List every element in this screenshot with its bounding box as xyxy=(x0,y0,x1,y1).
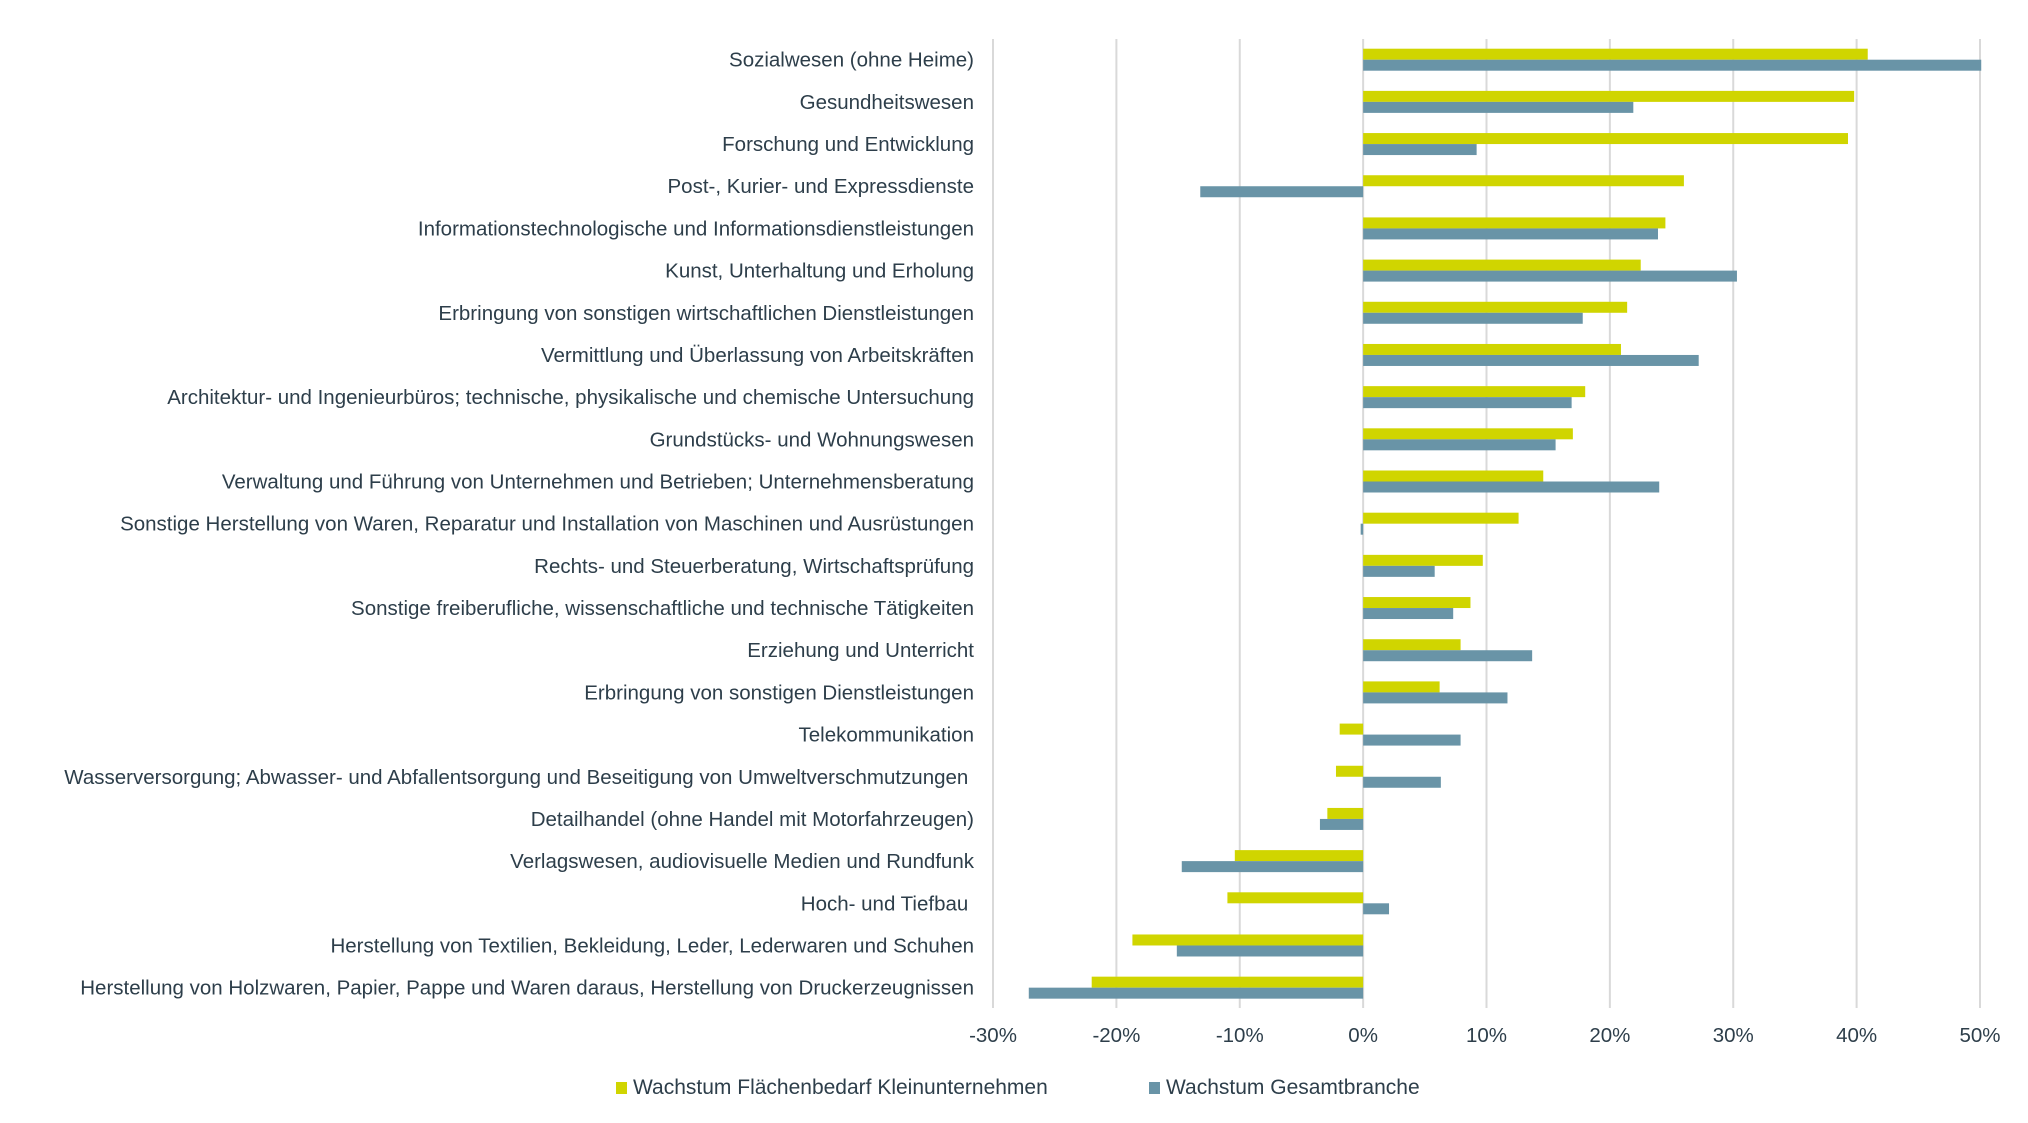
bar-gesamtbranche xyxy=(1363,776,1441,788)
legend-label-gesamtbranche: Wachstum Gesamtbranche xyxy=(1166,1076,1420,1099)
legend-swatch-gesamtbranche xyxy=(1149,1082,1160,1094)
x-tick-label: 10% xyxy=(1466,1024,1507,1047)
x-axis-tick-labels: -30% -20% -10% 0% 10% 20% 30% 40% 50% xyxy=(969,1024,2000,1047)
bar-kleinunternehmen xyxy=(1234,850,1364,862)
bar-kleinunternehmen xyxy=(1335,765,1364,777)
bar-gesamtbranche xyxy=(1363,59,1982,71)
category-label: Gesundheitswesen xyxy=(800,91,974,114)
bar-kleinunternehmen xyxy=(1363,133,1848,145)
bar-kleinunternehmen xyxy=(1363,175,1684,187)
category-label: Architektur- und Ingenieurbüros; technis… xyxy=(167,386,974,409)
category-label: Herstellung von Textilien, Bekleidung, L… xyxy=(330,934,974,957)
bar-gesamtbranche xyxy=(1363,312,1583,324)
legend-swatch-kleinunternehmen xyxy=(616,1082,627,1094)
bar-kleinunternehmen xyxy=(1339,723,1364,735)
bars xyxy=(1028,48,1982,999)
bar-kleinunternehmen xyxy=(1363,428,1573,440)
bar-kleinunternehmen xyxy=(1363,639,1461,651)
bar-gesamtbranche xyxy=(1363,565,1435,577)
bar-kleinunternehmen xyxy=(1327,807,1364,819)
category-label: Hoch- und Tiefbau xyxy=(801,892,974,915)
bar-kleinunternehmen xyxy=(1363,48,1868,60)
bar-gesamtbranche xyxy=(1363,903,1390,915)
bar-gesamtbranche xyxy=(1200,186,1364,198)
legend-item-gesamtbranche: Wachstum Gesamtbranche xyxy=(1149,1073,1420,1103)
category-label: Forschung und Entwicklung xyxy=(722,133,974,156)
category-label: Detailhandel (ohne Handel mit Motorfahrz… xyxy=(531,808,974,831)
x-tick-label: -10% xyxy=(1216,1024,1264,1047)
bar-kleinunternehmen xyxy=(1363,470,1544,482)
bar-gesamtbranche xyxy=(1363,650,1533,662)
bar-kleinunternehmen xyxy=(1227,892,1364,904)
category-label: Sonstige Herstellung von Waren, Reparatu… xyxy=(120,513,974,536)
category-label: Wasserversorgung; Abwasser- und Abfallen… xyxy=(64,766,974,789)
category-label: Vermittlung und Überlassung von Arbeitsk… xyxy=(541,344,974,367)
bar-gesamtbranche xyxy=(1363,692,1508,704)
x-tick-label: -30% xyxy=(969,1024,1017,1047)
bar-gesamtbranche xyxy=(1181,861,1364,873)
bar-gesamtbranche xyxy=(1363,101,1634,113)
category-label: Rechts- und Steuerberatung, Wirtschaftsp… xyxy=(534,555,974,578)
bar-kleinunternehmen xyxy=(1363,259,1641,271)
category-label: Erziehung und Unterricht xyxy=(747,639,974,662)
bar-kleinunternehmen xyxy=(1363,217,1666,229)
bar-gesamtbranche xyxy=(1363,608,1454,620)
category-label: Informationstechnologische und Informati… xyxy=(418,217,974,240)
x-tick-label: -20% xyxy=(1092,1024,1140,1047)
bar-gesamtbranche xyxy=(1176,945,1364,957)
bar-gesamtbranche xyxy=(1028,987,1364,999)
x-tick-label: 40% xyxy=(1836,1024,1877,1047)
bar-kleinunternehmen xyxy=(1363,90,1855,102)
x-tick-label: 20% xyxy=(1589,1024,1630,1047)
bar-gesamtbranche xyxy=(1363,270,1737,282)
bar-gesamtbranche xyxy=(1360,523,1364,535)
category-label: Kunst, Unterhaltung und Erholung xyxy=(665,260,974,283)
bar-gesamtbranche xyxy=(1363,354,1699,366)
x-tick-label: 0% xyxy=(1348,1024,1378,1047)
category-label: Telekommunikation xyxy=(799,724,974,747)
category-label: Grundstücks- und Wohnungswesen xyxy=(650,428,974,451)
bar-kleinunternehmen xyxy=(1363,386,1586,398)
category-label: Verwaltung und Führung von Unternehmen u… xyxy=(222,471,974,494)
bar-kleinunternehmen xyxy=(1363,597,1471,609)
legend-item-kleinunternehmen: Wachstum Flächenbedarf Kleinunternehmen xyxy=(616,1073,1048,1103)
legend-label-kleinunternehmen: Wachstum Flächenbedarf Kleinunternehmen xyxy=(633,1076,1048,1099)
bar-kleinunternehmen xyxy=(1363,512,1519,524)
bar-gesamtbranche xyxy=(1319,818,1364,830)
bar-kleinunternehmen xyxy=(1363,554,1483,566)
bar-kleinunternehmen xyxy=(1363,681,1440,693)
bar-kleinunternehmen xyxy=(1363,343,1621,355)
x-tick-label: 50% xyxy=(1959,1024,2000,1047)
category-label: Post-, Kurier- und Expressdienste xyxy=(668,175,975,198)
bar-gesamtbranche xyxy=(1363,228,1658,240)
bar-kleinunternehmen xyxy=(1363,301,1628,313)
bar-kleinunternehmen xyxy=(1132,934,1364,946)
bar-gesamtbranche xyxy=(1363,481,1660,493)
bar-kleinunternehmen xyxy=(1091,976,1364,988)
category-label: Sozialwesen (ohne Heime) xyxy=(729,49,974,72)
legend: Wachstum Flächenbedarf Kleinunternehmen … xyxy=(0,1073,2028,1103)
category-label: Erbringung von sonstigen Dienstleistunge… xyxy=(584,681,974,704)
category-labels: Sozialwesen (ohne Heime) Gesundheitswesen… xyxy=(64,49,974,1000)
bar-gesamtbranche xyxy=(1363,397,1572,409)
category-label: Erbringung von sonstigen wirtschaftliche… xyxy=(438,302,974,325)
bar-gesamtbranche xyxy=(1363,734,1461,746)
bar-gesamtbranche xyxy=(1363,439,1556,451)
x-tick-label: 30% xyxy=(1713,1024,1754,1047)
category-label: Herstellung von Holzwaren, Papier, Pappe… xyxy=(80,977,974,1000)
category-label: Sonstige freiberufliche, wissenschaftlic… xyxy=(351,597,974,620)
category-label: Verlagswesen, audiovisuelle Medien und R… xyxy=(510,850,975,873)
bar-gesamtbranche xyxy=(1363,144,1477,156)
